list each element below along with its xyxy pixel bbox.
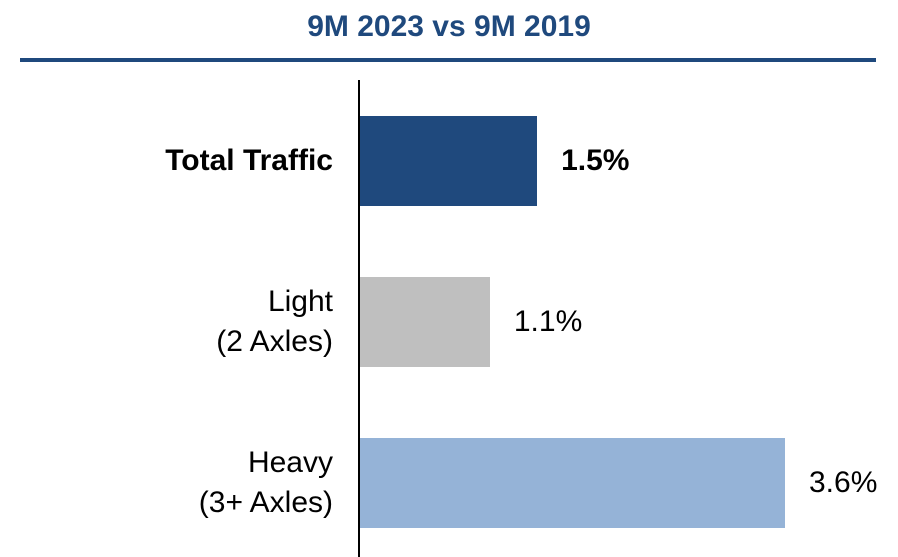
axis-line: [358, 80, 360, 557]
value-label: 1.1%: [513, 305, 583, 338]
value-label: 3.6%: [809, 466, 878, 499]
bar: [360, 116, 538, 206]
title-rule: [20, 58, 876, 62]
value-label: 1.5%: [561, 144, 630, 177]
category-label: Light (2 Axles): [216, 285, 333, 358]
bar: [360, 438, 785, 528]
bar: [360, 277, 490, 367]
chart-title: 9M 2023 vs 9M 2019: [307, 10, 591, 43]
category-label: Heavy (3+ Axles): [198, 446, 333, 519]
category-label: Total Traffic: [165, 144, 333, 177]
